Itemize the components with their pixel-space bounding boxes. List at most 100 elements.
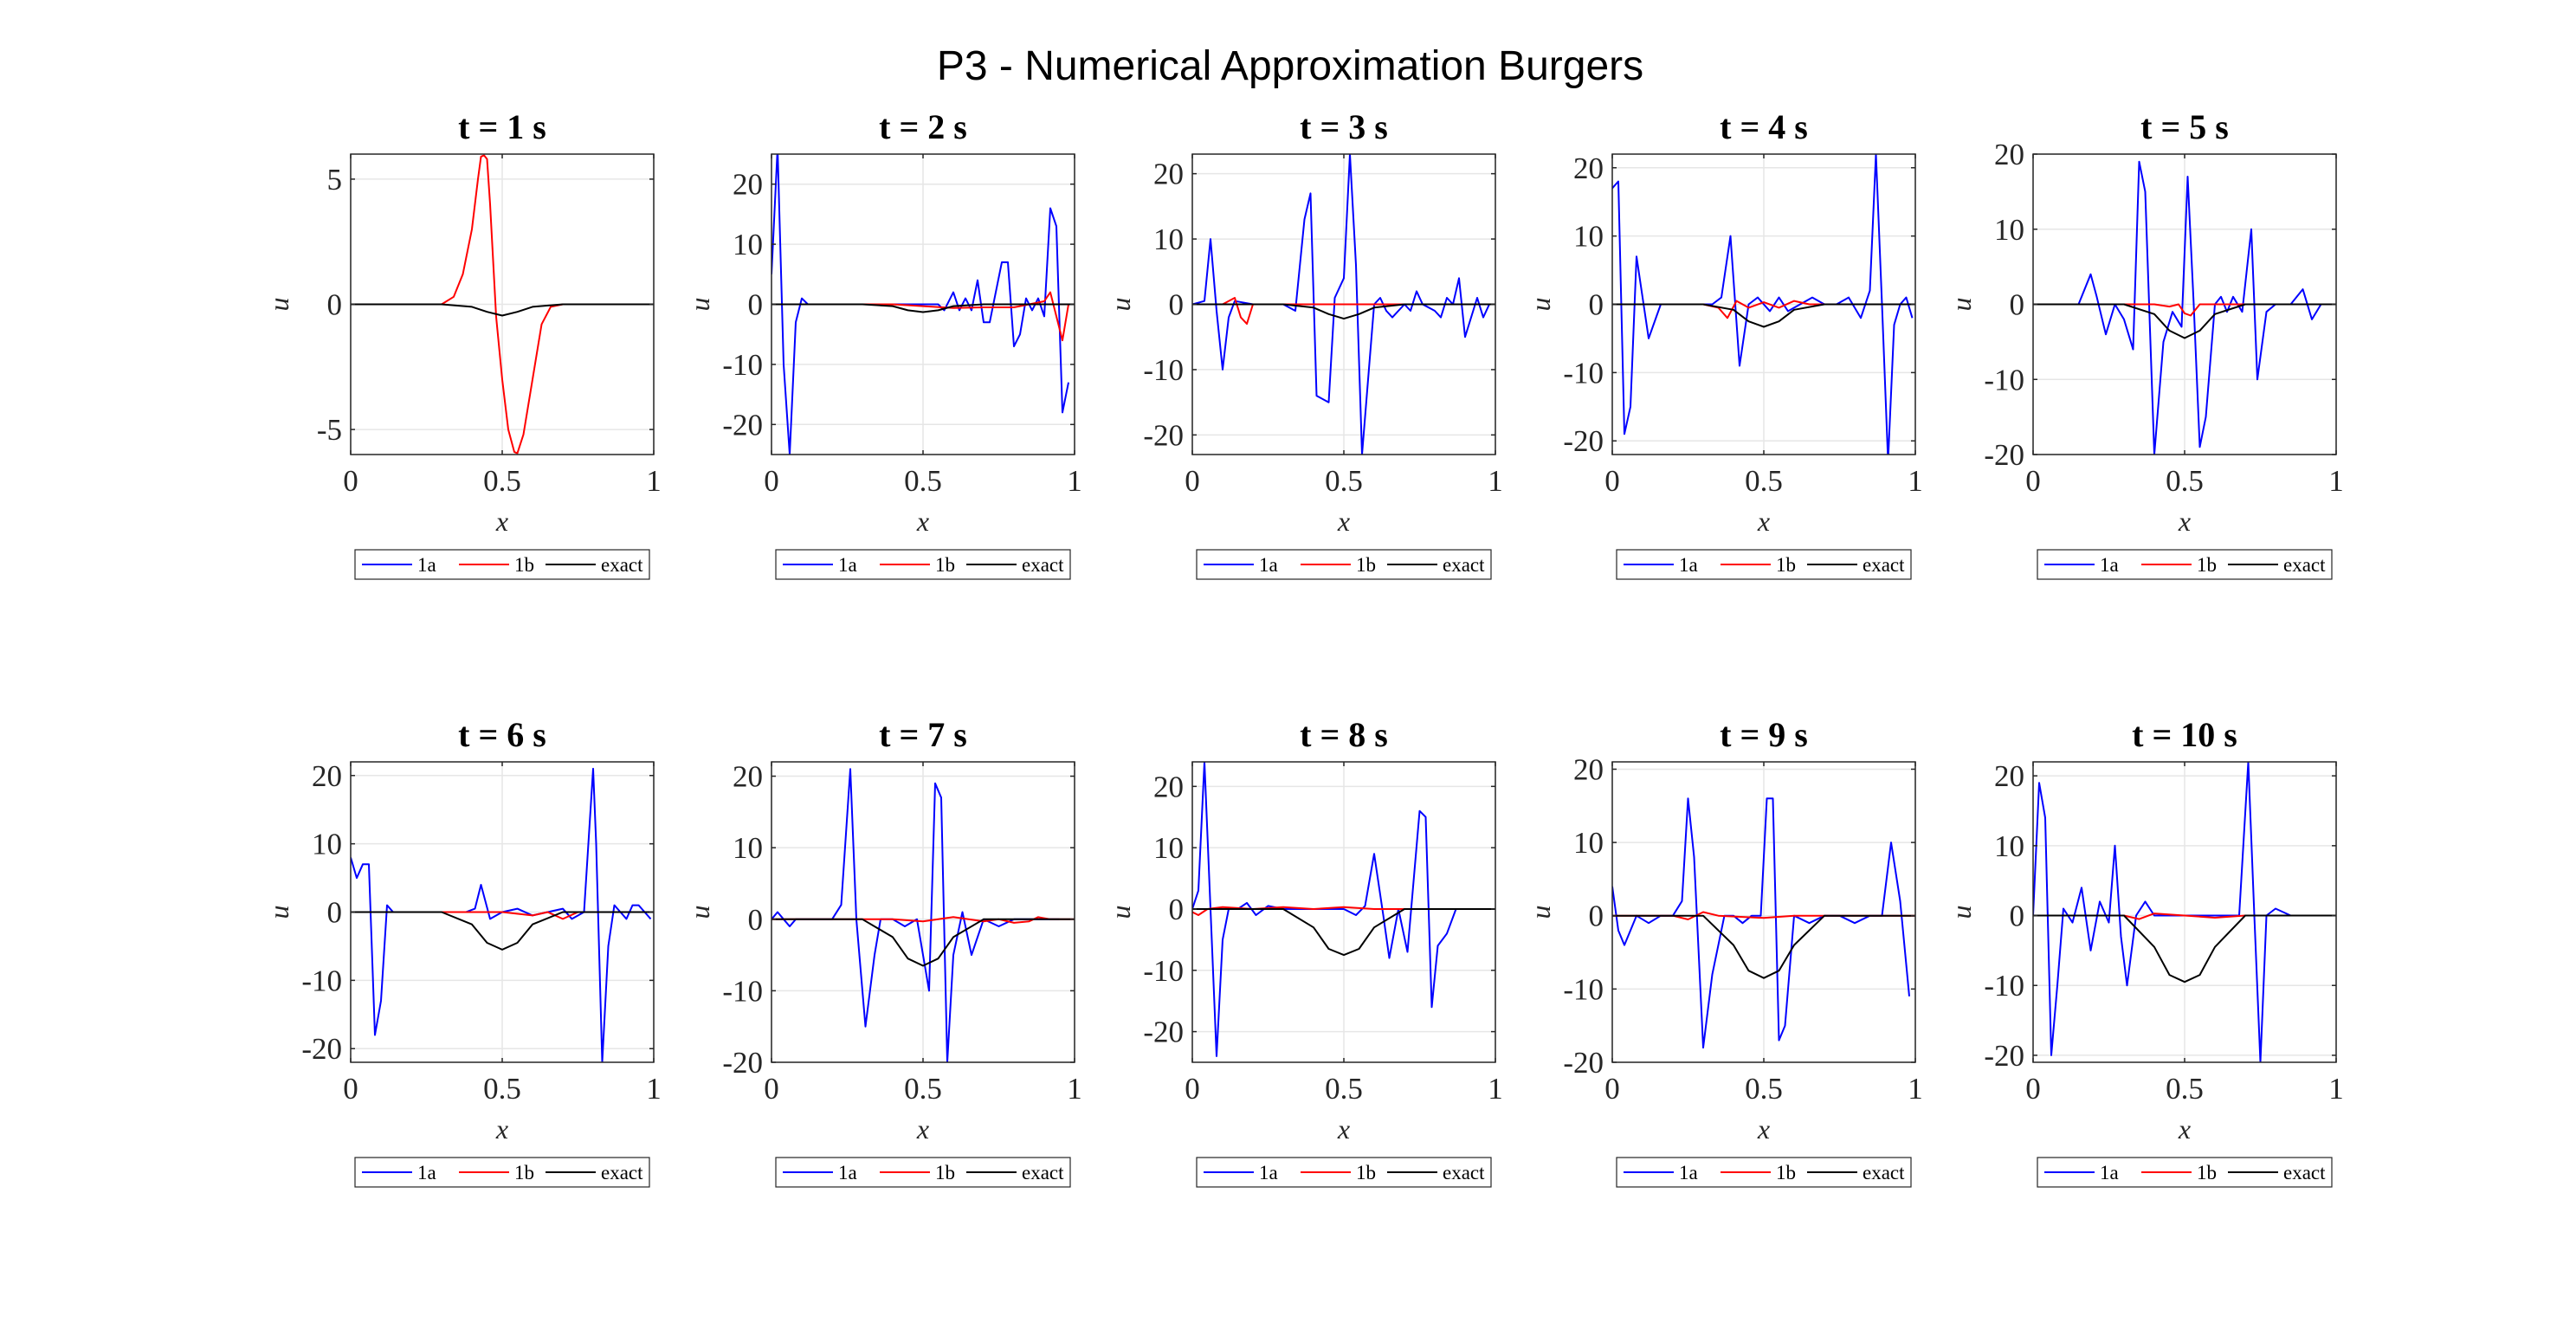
y-tick-label: 0 xyxy=(748,288,764,322)
x-tick-label: 0 xyxy=(1604,464,1620,498)
y-tick-label: 20 xyxy=(733,168,763,202)
y-tick-label: 0 xyxy=(1589,900,1604,933)
x-tick-label: 0.5 xyxy=(1325,464,1363,498)
x-axis-label: x xyxy=(1757,1113,1770,1145)
y-tick-label: 0 xyxy=(1589,288,1604,322)
subplot-title: t = 6 s xyxy=(458,715,546,754)
y-tick-label: 0 xyxy=(1169,893,1185,926)
y-axis-label: u xyxy=(684,298,715,312)
y-tick-label: 20 xyxy=(1153,770,1184,803)
subplot-10: 0 0.5 1 -20 -10 0 10 20 t = 10 s x u 1a 1b exact xyxy=(1946,715,2344,1188)
series-line-exact xyxy=(351,303,654,317)
x-tick-label: 0 xyxy=(2025,1072,2041,1106)
subplot-4: 0 0.5 1 -20 -10 0 10 20 t = 4 s x u 1a 1b exact xyxy=(1525,107,1923,580)
y-tick-label: -10 xyxy=(1984,363,2024,397)
x-axis-label: x xyxy=(916,506,929,537)
y-axis-label: u xyxy=(263,906,294,919)
y-tick-label: -20 xyxy=(1984,438,2024,472)
x-tick-label: 0.5 xyxy=(2166,464,2204,498)
y-tick-label: -20 xyxy=(722,408,763,442)
legend-label-exact: exact xyxy=(1443,1162,1485,1183)
series-line-1b xyxy=(2033,913,2336,920)
y-axis-label: u xyxy=(1105,906,1136,919)
legend: 1a 1b exact xyxy=(1196,1157,1492,1188)
legend-label-exact: exact xyxy=(2283,554,2326,576)
y-tick-label: -10 xyxy=(1143,954,1184,988)
series-line-exact xyxy=(2033,303,2336,339)
subplot-title: t = 10 s xyxy=(2132,715,2237,754)
y-tick-label: -10 xyxy=(722,348,763,382)
y-tick-label: 0 xyxy=(1169,288,1185,322)
y-tick-label: 0 xyxy=(327,896,343,930)
series-group xyxy=(2033,762,2336,1062)
legend-label-exact: exact xyxy=(601,1162,643,1183)
y-tick-label: 10 xyxy=(1153,831,1184,865)
x-axis-label: x xyxy=(2178,506,2191,537)
y-tick-label: 20 xyxy=(1573,752,1604,786)
x-tick-label: 0.5 xyxy=(1325,1072,1363,1106)
legend-label-1b: 1b xyxy=(2197,1162,2217,1183)
series-group xyxy=(772,154,1075,455)
x-tick-label: 1 xyxy=(2328,464,2344,498)
legend: 1a 1b exact xyxy=(354,549,650,580)
legend-label-1b: 1b xyxy=(514,1162,534,1183)
y-axis-label: u xyxy=(1946,298,1977,312)
x-tick-label: 0.5 xyxy=(483,1072,521,1106)
legend: 1a 1b exact xyxy=(775,549,1071,580)
subplot-7: 0 0.5 1 -20 -10 0 10 20 t = 7 s x u 1a 1b exact xyxy=(684,715,1082,1188)
x-tick-label: 1 xyxy=(1067,464,1082,498)
x-tick-label: 0 xyxy=(764,464,779,498)
x-axis-label: x xyxy=(1337,1113,1350,1145)
x-tick-label: 0 xyxy=(1185,1072,1200,1106)
x-tick-label: 0.5 xyxy=(2166,1072,2204,1106)
y-tick-label: 0 xyxy=(748,903,764,937)
x-tick-label: 0 xyxy=(1185,464,1200,498)
y-tick-label: -10 xyxy=(1563,356,1604,390)
legend: 1a 1b exact xyxy=(1616,1157,1912,1188)
series-line-1b xyxy=(351,154,654,455)
x-axis-label: x xyxy=(916,1113,929,1145)
y-tick-label: 20 xyxy=(733,760,763,794)
series-line-exact xyxy=(1612,303,1915,328)
y-axis-label: u xyxy=(1525,298,1556,312)
legend-label-exact: exact xyxy=(1022,1162,1064,1183)
y-tick-label: -20 xyxy=(1563,1046,1604,1080)
subplot-8: 0 0.5 1 -20 -10 0 10 20 t = 8 s x u 1a 1b exact xyxy=(1105,715,1503,1188)
x-tick-label: 0.5 xyxy=(1745,1072,1783,1106)
y-tick-label: 10 xyxy=(1573,826,1604,860)
figure-title: P3 - Numerical Approximation Burgers xyxy=(937,43,1643,89)
x-tick-label: 1 xyxy=(646,1072,662,1106)
legend-label-1a: 1a xyxy=(1679,554,1698,576)
legend-label-1a: 1a xyxy=(2100,1162,2119,1183)
series-group xyxy=(1612,154,1915,455)
legend-label-1a: 1a xyxy=(838,1162,857,1183)
legend: 1a 1b exact xyxy=(2037,549,2333,580)
subplot-title: t = 9 s xyxy=(1720,715,1808,754)
series-line-exact xyxy=(772,918,1075,967)
x-tick-label: 0 xyxy=(343,1072,358,1106)
y-axis-label: u xyxy=(1946,906,1977,919)
legend: 1a 1b exact xyxy=(2037,1157,2333,1188)
y-tick-label: -20 xyxy=(301,1032,342,1066)
x-tick-label: 0 xyxy=(764,1072,779,1106)
y-tick-label: 20 xyxy=(312,759,342,793)
y-tick-label: 10 xyxy=(1994,213,2024,247)
series-line-exact xyxy=(1192,908,1495,957)
y-tick-label: -20 xyxy=(1143,1016,1184,1049)
series-line-1b xyxy=(1192,906,1495,916)
legend-label-1b: 1b xyxy=(514,554,534,576)
y-tick-label: 10 xyxy=(1994,829,2024,863)
subplot-title: t = 2 s xyxy=(879,107,967,146)
series-line-1b xyxy=(1612,911,1915,920)
x-tick-label: 0.5 xyxy=(1745,464,1783,498)
legend: 1a 1b exact xyxy=(354,1157,650,1188)
y-tick-label: 10 xyxy=(733,831,763,865)
series-group xyxy=(1192,762,1495,1057)
y-axis-label: u xyxy=(684,906,715,919)
x-tick-label: 1 xyxy=(1488,1072,1503,1106)
x-tick-label: 0.5 xyxy=(483,464,521,498)
series-group xyxy=(351,154,654,455)
series-line-exact xyxy=(772,303,1075,313)
